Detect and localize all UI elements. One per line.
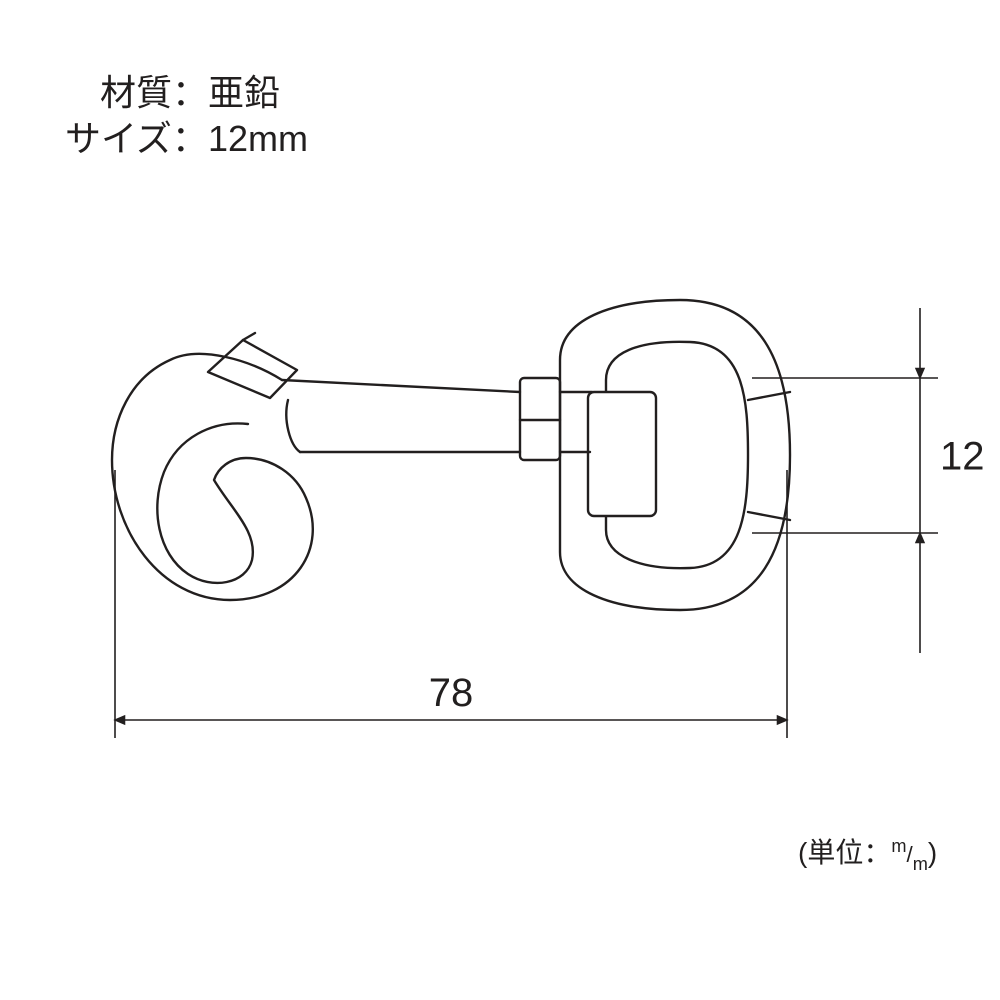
material-line: 材質：亜鉛 [100, 72, 280, 113]
size-line: サイズ：12mm [65, 118, 308, 159]
dim-78-label: 78 [429, 671, 474, 715]
unit-note: (単位：m/m) [798, 836, 937, 874]
dim-12-label: 12 [940, 435, 985, 479]
spec-block: 材質：亜鉛サイズ：12mm [65, 72, 308, 159]
svg-text:(単位：m/m): (単位：m/m) [798, 836, 937, 874]
dimension-length-78: 78 [115, 470, 787, 738]
snap-hook-outline [112, 300, 790, 610]
